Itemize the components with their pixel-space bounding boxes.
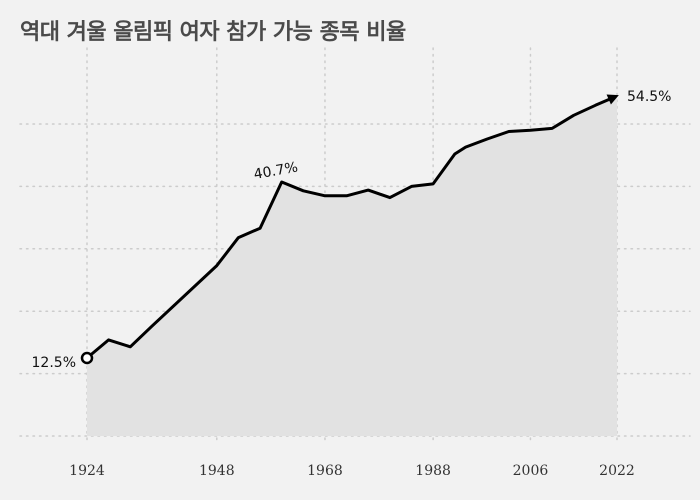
data-label-start: 12.5% — [32, 355, 76, 371]
x-tick-label: 1988 — [415, 463, 451, 479]
data-label-end: 54.5% — [627, 89, 671, 105]
series-line — [85, 97, 612, 360]
x-tick-label: 1968 — [307, 463, 343, 479]
area-fill — [87, 95, 617, 437]
x-tick-label: 1924 — [69, 463, 105, 479]
x-tick-label: 2022 — [599, 463, 635, 479]
x-tick-label: 2006 — [513, 463, 549, 479]
start-marker — [80, 351, 94, 365]
end-arrowhead — [606, 94, 619, 105]
chart-title: 역대 겨울 올림픽 여자 참가 가능 종목 비율 — [20, 20, 406, 45]
x-tick-label: 1948 — [199, 463, 235, 479]
data-label-peak: 40.7% — [253, 159, 300, 182]
